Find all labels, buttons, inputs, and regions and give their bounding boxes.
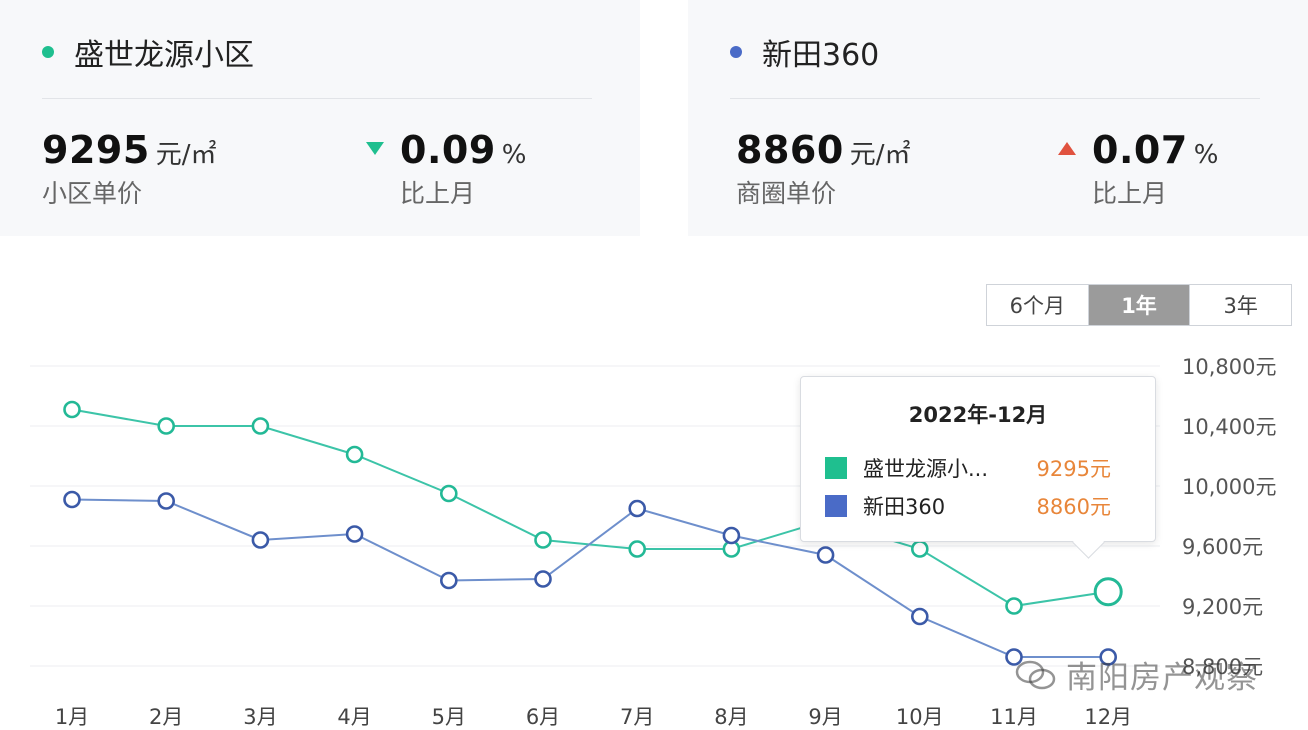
data-point-community (910, 540, 929, 558)
district-swatch-icon (825, 495, 847, 517)
community-swatch-icon (825, 457, 847, 479)
data-point-community (157, 417, 175, 435)
x-tick-label: 12月 (1084, 705, 1132, 729)
card-divider (42, 98, 592, 99)
data-point-community (534, 531, 552, 549)
community-price-value: 9295 (42, 128, 150, 172)
x-tick-label: 7月 (620, 705, 654, 729)
x-tick-label: 11月 (990, 705, 1038, 729)
district-change-label: 比上月 (1092, 179, 1168, 208)
data-point-community (1005, 597, 1023, 615)
district-change-unit: % (1193, 140, 1219, 170)
x-tick-label: 10月 (896, 705, 944, 729)
data-point-district (63, 490, 81, 509)
card-divider (730, 98, 1260, 99)
data-point-district (722, 526, 741, 545)
y-tick-label: 9,200元 (1182, 595, 1263, 619)
community-price-unit: 元/㎡ (155, 140, 217, 170)
data-point-district (251, 531, 270, 549)
district-header: 新田360 (730, 30, 879, 74)
community-dot-icon (42, 46, 54, 58)
data-point-district (628, 499, 647, 518)
data-point-community (628, 540, 647, 558)
community-header: 盛世龙源小区 (42, 30, 254, 74)
community-change-metric: 0.09% 比上月 (366, 128, 526, 210)
community-change-label: 比上月 (400, 179, 476, 208)
y-tick-label: 10,400元 (1182, 415, 1276, 439)
y-tick-label: 8,800元 (1182, 655, 1263, 679)
district-price-value: 8860 (736, 128, 844, 172)
district-change-value: 0.07 (1092, 128, 1188, 172)
watermark-text: 南阳房产观察 (1066, 660, 1258, 696)
data-point-district (1005, 648, 1023, 666)
wechat-icon (1015, 660, 1056, 689)
data-point-community (63, 400, 81, 419)
x-tick-label: 2月 (149, 705, 183, 729)
chart-tooltip: 2022年-12月 盛世龙源小... 9295元 新田360 8860元 (800, 376, 1156, 559)
up-arrow-icon (1058, 142, 1076, 155)
data-point-district (910, 607, 929, 626)
community-summary-card: 盛世龙源小区 9295 元/㎡ 小区单价 0.09% 比上月 (0, 0, 640, 236)
district-dot-icon (730, 46, 742, 58)
tooltip-row-district: 新田360 8860元 (825, 491, 1111, 521)
range-tab-1-year[interactable]: 1年 (1088, 285, 1191, 325)
data-point-district (439, 571, 458, 590)
district-summary-card: 新田360 8860 元/㎡ 商圈单价 0.07% 比上月 (688, 0, 1308, 236)
down-arrow-icon (366, 142, 384, 155)
data-point-community (345, 445, 364, 464)
data-point-community (439, 484, 458, 503)
district-price-unit: 元/㎡ (849, 140, 911, 170)
range-tab-3-years[interactable]: 3年 (1223, 294, 1258, 318)
x-tick-label: 1月 (55, 705, 89, 729)
data-point-community (1093, 577, 1123, 607)
tooltip-community-name: 盛世龙源小... (863, 457, 989, 481)
x-tick-label: 6月 (526, 705, 560, 729)
watermark: 南阳房产观察 (1014, 652, 1258, 697)
data-point-district (157, 492, 175, 510)
district-price-metric: 8860 元/㎡ 商圈单价 (736, 128, 911, 210)
range-tab-6-months[interactable]: 6个月 (987, 285, 1089, 325)
community-price-label: 小区单价 (42, 179, 143, 208)
tooltip-district-name: 新田360 (863, 495, 946, 519)
x-tick-label: 4月 (337, 705, 371, 729)
x-tick-label: 8月 (714, 705, 748, 729)
community-change-unit: % (501, 140, 527, 170)
data-point-district (816, 546, 835, 564)
x-tick-label: 3月 (243, 705, 277, 729)
data-point-district (345, 525, 364, 543)
tooltip-title: 2022年-12月 (908, 403, 1048, 427)
time-range-selector: 6个月 1年 3年 (986, 284, 1292, 326)
y-tick-label: 9,600元 (1182, 535, 1263, 559)
data-point-district (1099, 648, 1117, 666)
data-point-district (534, 570, 552, 588)
community-price-metric: 9295 元/㎡ 小区单价 (42, 128, 217, 210)
district-price-label: 商圈单价 (736, 179, 837, 208)
district-change-metric: 0.07% 比上月 (1058, 128, 1218, 210)
y-tick-label: 10,800元 (1182, 355, 1276, 379)
x-tick-label: 9月 (808, 705, 842, 729)
x-tick-label: 5月 (432, 705, 466, 729)
series-line-district (71, 498, 1109, 658)
data-point-community (251, 417, 270, 435)
community-change-value: 0.09 (400, 128, 496, 172)
tooltip-row-community: 盛世龙源小... 9295元 (825, 453, 1111, 483)
tooltip-district-value: 8860元 (1036, 495, 1111, 519)
y-tick-label: 10,000元 (1182, 475, 1276, 499)
district-name: 新田360 (762, 38, 880, 73)
tooltip-community-value: 9295元 (1036, 457, 1111, 481)
community-name: 盛世龙源小区 (74, 38, 254, 73)
